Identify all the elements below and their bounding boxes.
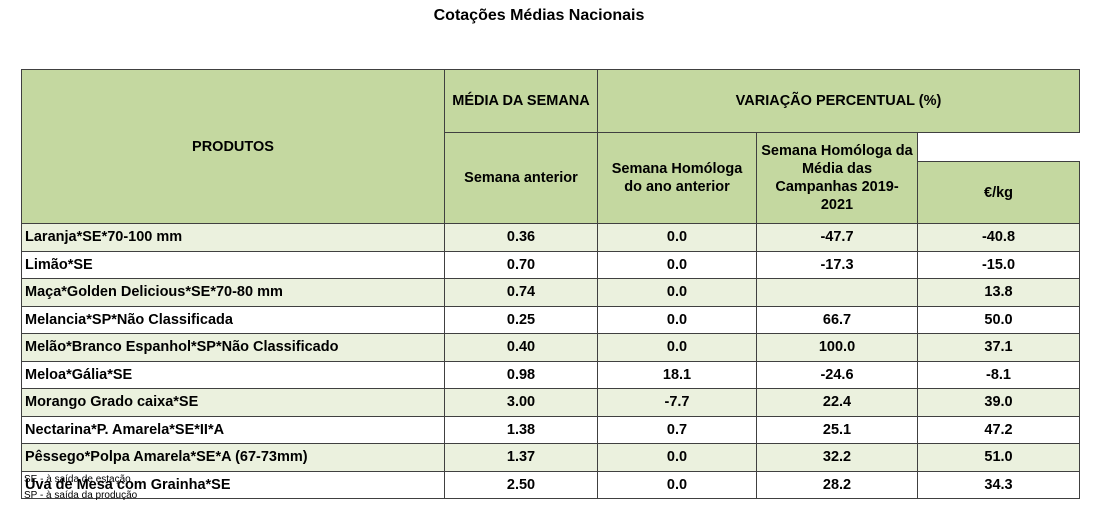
table-body: Laranja*SE*70-100 mm 0.36 0.0 -47.7 -40.8 Lim… bbox=[21, 223, 1081, 499]
variation-campaigns-cell: -15.0 bbox=[916, 250, 1081, 279]
variation-previous-week-cell: 18.1 bbox=[597, 360, 757, 389]
variation-previous-week-cell: 0.0 bbox=[597, 250, 757, 279]
table-header: PRODUTOS MÉDIA DA SEMANA VARIAÇÃO PERCEN… bbox=[21, 69, 1081, 224]
variation-previous-week-cell: 0.0 bbox=[597, 223, 757, 252]
variation-prev-year-cell: 100.0 bbox=[756, 333, 918, 362]
footnote-se: SE - à saída de estação bbox=[24, 474, 131, 485]
variation-prev-year-cell: 66.7 bbox=[756, 305, 918, 334]
table-row: Nectarina*P. Amarela*SE*II*A 1.38 0.7 25.1 4… bbox=[21, 415, 1081, 444]
variation-prev-year-cell: 32.2 bbox=[756, 443, 918, 472]
table-row: Melão*Branco Espanhol*SP*Não Classificad… bbox=[21, 333, 1081, 362]
header-homologous-prev-year: Semana Homóloga do ano anterior bbox=[597, 132, 757, 224]
price-cell: 1.37 bbox=[444, 443, 598, 472]
variation-campaigns-cell: 37.1 bbox=[916, 333, 1081, 362]
product-cell: Meloa*Gália*SE bbox=[21, 360, 445, 389]
table-row: Meloa*Gália*SE 0.98 18.1 -24.6 -8.1 bbox=[21, 360, 1081, 389]
variation-previous-week-cell: 0.0 bbox=[597, 333, 757, 362]
variation-previous-week-cell: -7.7 bbox=[597, 388, 757, 417]
table-row: Uva de Mesa com Grainha*SE 2.50 0.0 28.2 34.… bbox=[21, 470, 1081, 499]
header-unit: €/kg bbox=[916, 161, 1081, 224]
product-cell: Melancia*SP*Não Classificada bbox=[21, 305, 445, 334]
variation-campaigns-cell: 34.3 bbox=[916, 470, 1081, 499]
variation-prev-year-cell: -47.7 bbox=[756, 223, 918, 252]
footnote-sp: SP - à saída da produção bbox=[24, 490, 138, 501]
product-cell: Pêssego*Polpa Amarela*SE*A (67-73mm) bbox=[21, 443, 445, 472]
header-previous-week: Semana anterior bbox=[444, 132, 598, 224]
table-row: Laranja*SE*70-100 mm 0.36 0.0 -47.7 -40.8 bbox=[21, 223, 1081, 252]
variation-campaigns-cell: -40.8 bbox=[916, 223, 1081, 252]
variation-prev-year-cell: 28.2 bbox=[756, 470, 918, 499]
price-cell: 0.74 bbox=[444, 278, 598, 307]
variation-campaigns-cell: 47.2 bbox=[916, 415, 1081, 444]
price-cell: 0.25 bbox=[444, 305, 598, 334]
price-cell: 2.50 bbox=[444, 470, 598, 499]
variation-prev-year-cell: -24.6 bbox=[756, 360, 918, 389]
table-row: Maça*Golden Delicious*SE*70-80 mm 0.74 0.0… bbox=[21, 278, 1081, 307]
variation-previous-week-cell: 0.0 bbox=[597, 305, 757, 334]
table-row: Melancia*SP*Não Classificada 0.25 0.0 66.7 5… bbox=[21, 305, 1081, 334]
price-cell: 1.38 bbox=[444, 415, 598, 444]
variation-campaigns-cell: 51.0 bbox=[916, 443, 1081, 472]
variation-previous-week-cell: 0.0 bbox=[597, 470, 757, 499]
quotes-table: PRODUTOS MÉDIA DA SEMANA VARIAÇÃO PERCEN… bbox=[21, 69, 1081, 499]
variation-prev-year-cell bbox=[756, 278, 918, 307]
variation-campaigns-cell: 39.0 bbox=[916, 388, 1081, 417]
header-products: PRODUTOS bbox=[21, 69, 445, 224]
page-title: Cotações Médias Nacionais bbox=[433, 7, 645, 24]
product-cell: Limão*SE bbox=[21, 250, 445, 279]
product-cell: Morango Grado caixa*SE bbox=[21, 388, 445, 417]
variation-previous-week-cell: 0.0 bbox=[597, 443, 757, 472]
price-cell: 0.36 bbox=[444, 223, 598, 252]
price-cell: 0.98 bbox=[444, 360, 598, 389]
header-variation-group: VARIAÇÃO PERCENTUAL (%) bbox=[596, 69, 1081, 133]
variation-prev-year-cell: -17.3 bbox=[756, 250, 918, 279]
variation-prev-year-cell: 25.1 bbox=[756, 415, 918, 444]
header-week-average: MÉDIA DA SEMANA bbox=[444, 69, 598, 133]
price-cell: 0.70 bbox=[444, 250, 598, 279]
variation-previous-week-cell: 0.0 bbox=[597, 278, 757, 307]
price-cell: 0.40 bbox=[444, 333, 598, 362]
product-cell: Melão*Branco Espanhol*SP*Não Classificad… bbox=[21, 333, 445, 362]
header-homologous-campaigns: Semana Homóloga da Média das Campanhas 2… bbox=[756, 132, 918, 224]
product-cell: Maça*Golden Delicious*SE*70-80 mm bbox=[21, 278, 445, 307]
table-row: Limão*SE 0.70 0.0 -17.3 -15.0 bbox=[21, 250, 1081, 279]
variation-prev-year-cell: 22.4 bbox=[756, 388, 918, 417]
table-row: Morango Grado caixa*SE 3.00 -7.7 22.4 39.0 bbox=[21, 388, 1081, 417]
price-cell: 3.00 bbox=[444, 388, 598, 417]
product-cell: Nectarina*P. Amarela*SE*II*A bbox=[21, 415, 445, 444]
product-cell: Laranja*SE*70-100 mm bbox=[21, 223, 445, 252]
table-row: Pêssego*Polpa Amarela*SE*A (67-73mm) 1.37… bbox=[21, 443, 1081, 472]
variation-campaigns-cell: 13.8 bbox=[916, 278, 1081, 307]
variation-campaigns-cell: -8.1 bbox=[916, 360, 1081, 389]
variation-previous-week-cell: 0.7 bbox=[597, 415, 757, 444]
variation-campaigns-cell: 50.0 bbox=[916, 305, 1081, 334]
product-cell: Uva de Mesa com Grainha*SE bbox=[21, 470, 445, 499]
